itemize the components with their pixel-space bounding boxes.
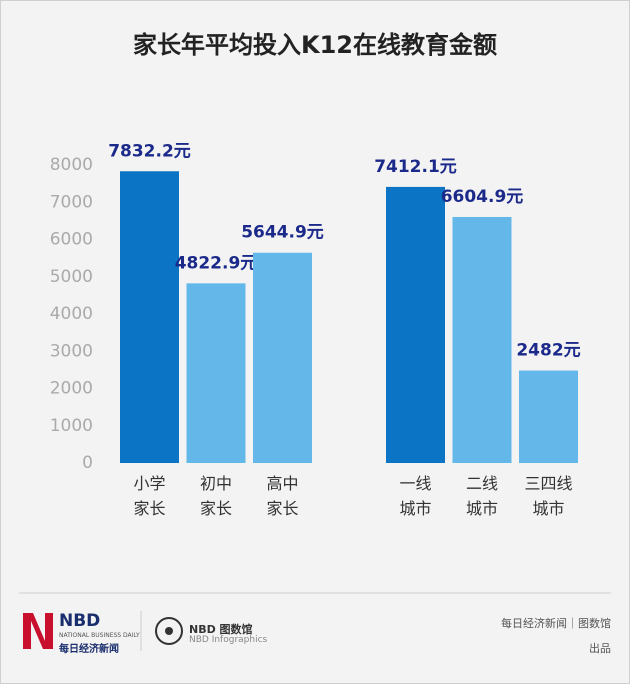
credit-2: 出品 <box>589 642 611 655</box>
brand-sub: NBD Infographics <box>189 635 268 645</box>
value-label: 7412.1元 <box>374 157 457 177</box>
value-label: 7832.2元 <box>108 141 191 161</box>
bar <box>253 252 312 463</box>
value-label: 4822.9元 <box>175 253 258 273</box>
y-tick-label: 2000 <box>50 379 93 399</box>
value-label: 6604.9元 <box>441 187 524 207</box>
value-label: 5644.9元 <box>241 223 324 243</box>
x-tick-label: 小学家长 <box>133 474 166 518</box>
y-tick-label: 8000 <box>50 155 93 175</box>
y-tick-label: 3000 <box>50 341 93 361</box>
credit: 每日经济新闻｜图数馆 <box>501 617 611 630</box>
y-tick-label: 7000 <box>50 192 93 212</box>
logo-cn: 每日经济新闻 <box>59 644 119 655</box>
y-tick-label: 0 <box>82 453 93 473</box>
bar <box>120 171 179 463</box>
bar <box>386 186 445 463</box>
y-tick-label: 1000 <box>50 416 93 436</box>
brand-icon-dot <box>165 627 173 635</box>
x-tick-label: 一线城市 <box>399 474 432 518</box>
chart-title: 家长年平均投入K12在线教育金额 <box>133 31 497 59</box>
x-tick-label: 初中家长 <box>199 474 232 518</box>
x-tick-label: 二线城市 <box>465 474 498 518</box>
y-tick-label: 4000 <box>50 304 93 324</box>
bar <box>452 216 512 463</box>
value-label: 2482元 <box>516 341 580 361</box>
brand-icon <box>155 617 183 645</box>
y-tick-label: 5000 <box>50 267 93 287</box>
bar <box>186 283 246 463</box>
brand: NBD 图数馆 <box>189 623 253 636</box>
y-tick-label: 6000 <box>50 230 93 250</box>
logo-text: NBD <box>59 611 101 631</box>
x-tick-label: 三四线城市 <box>524 474 573 518</box>
logo-sub: NATIONAL BUSINESS DAILY <box>59 632 140 639</box>
x-tick-label: 高中家长 <box>266 474 299 518</box>
bar <box>519 370 578 463</box>
logo-mark <box>23 613 53 649</box>
